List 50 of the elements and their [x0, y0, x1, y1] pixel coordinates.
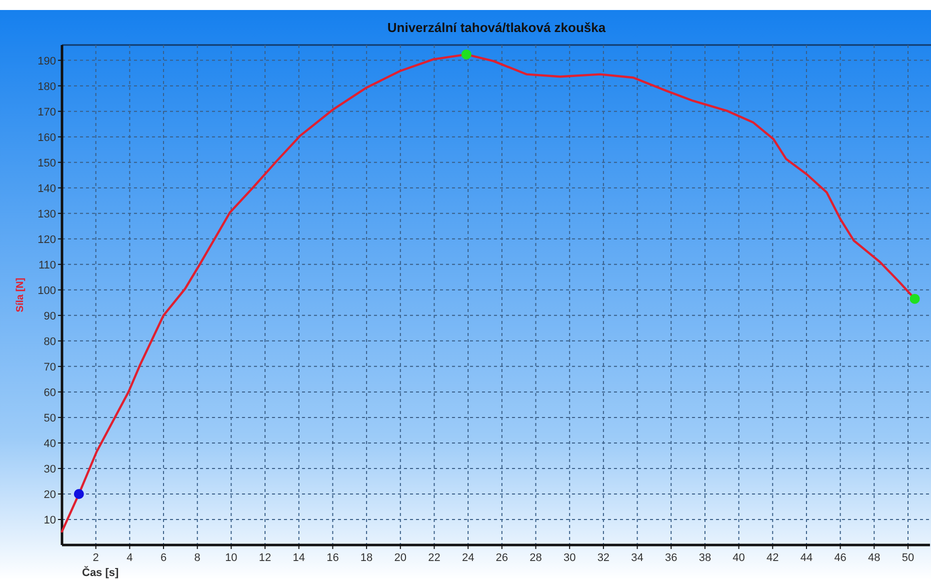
- x-tick-label: 12: [258, 552, 272, 564]
- x-tick-label: 20: [394, 552, 407, 564]
- y-tick-label: 130: [38, 208, 56, 220]
- x-axis-title: Čas [s]: [82, 566, 120, 579]
- x-tick-label: 34: [631, 552, 644, 564]
- x-tick-label: 18: [360, 552, 373, 564]
- point: [461, 49, 472, 60]
- x-tick-label: 16: [326, 552, 339, 564]
- y-tick-label: 20: [44, 488, 56, 501]
- x-tick-label: 30: [563, 552, 576, 564]
- x-tick-label: 2: [92, 552, 99, 564]
- x-tick-label: 24: [462, 552, 474, 564]
- point: [910, 294, 920, 304]
- x-tick-label: 50: [902, 552, 914, 564]
- y-tick-label: 70: [44, 361, 56, 374]
- x-tick-label: 44: [800, 552, 813, 564]
- x-tick-label: 36: [665, 552, 678, 564]
- x-tick-label: 14: [292, 552, 306, 564]
- y-tick-label: 40: [44, 438, 56, 450]
- point: [74, 488, 84, 499]
- x-tick-label: 10: [225, 552, 238, 564]
- y-tick-label: 150: [38, 157, 56, 170]
- y-tick-label: 30: [44, 463, 56, 476]
- y-tick-label: 10: [44, 514, 56, 526]
- x-tick-label: 26: [496, 552, 508, 564]
- x-tick-label: 48: [868, 552, 880, 564]
- x-tick-label: 8: [194, 552, 200, 564]
- y-tick-label: 110: [38, 259, 56, 272]
- x-tick-label: 6: [160, 552, 167, 564]
- x-tick-label: 38: [698, 552, 712, 564]
- x-tick-label: 28: [530, 552, 542, 564]
- y-tick-label: 60: [44, 386, 56, 399]
- y-axis-title: Síla [N]: [15, 278, 26, 312]
- y-tick-label: 180: [38, 80, 56, 93]
- y-tick-label: 100: [38, 284, 56, 297]
- x-tick-label: 40: [732, 552, 745, 564]
- y-tick-label: 120: [38, 234, 56, 246]
- y-tick-label: 170: [38, 106, 56, 118]
- y-tick-label: 80: [44, 336, 56, 348]
- x-tick-label: 42: [766, 552, 779, 564]
- x-tick-label: 46: [834, 552, 846, 564]
- x-tick-label: 32: [597, 552, 610, 564]
- y-tick-label: 160: [38, 132, 56, 144]
- y-tick-label: 190: [38, 55, 56, 68]
- y-tick-label: 140: [38, 182, 56, 195]
- chart-title: Univerzální tahová/tlaková zkouška: [387, 20, 606, 35]
- y-tick-label: 90: [44, 310, 56, 322]
- y-tick-label: 50: [44, 412, 56, 424]
- x-tick-label: 4: [126, 552, 133, 564]
- x-tick-label: 22: [428, 552, 440, 564]
